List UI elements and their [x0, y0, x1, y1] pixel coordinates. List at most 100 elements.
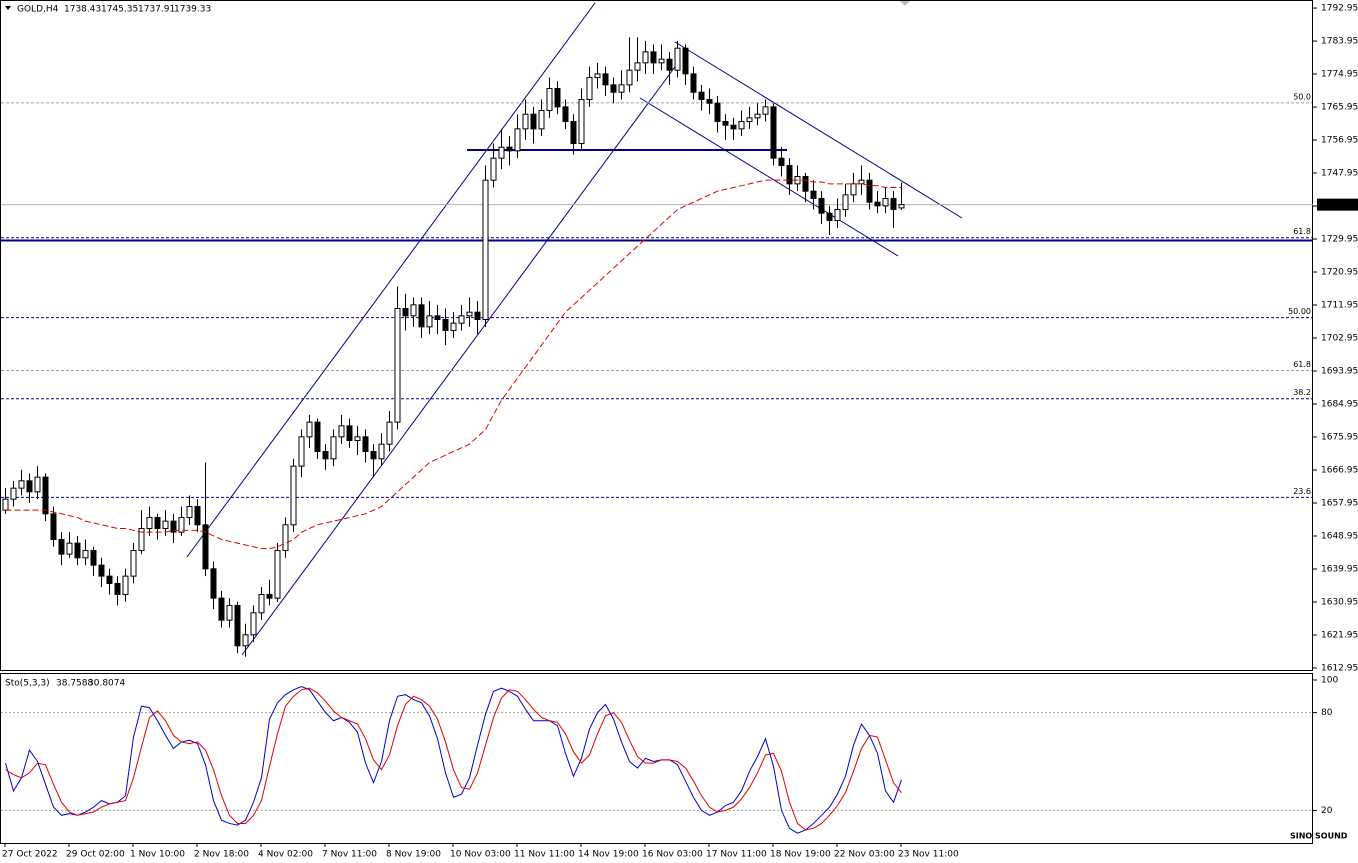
- candle-body: [34, 476, 41, 493]
- candle-body: [770, 106, 777, 159]
- fib-level-label: 61.8: [1293, 227, 1311, 236]
- x-tick-label: 16 Nov 03:00: [642, 850, 703, 860]
- x-tick-label: 17 Nov 11:00: [706, 850, 767, 860]
- candle-body: [890, 198, 897, 211]
- candle-body: [242, 634, 249, 647]
- candle-body: [610, 84, 617, 93]
- candle-body: [282, 524, 289, 551]
- candle-body: [498, 146, 505, 159]
- x-tick-label: 10 Nov 03:00: [450, 850, 511, 860]
- candle-body: [314, 421, 321, 452]
- stoch-y-tick-label: 20: [1321, 806, 1333, 816]
- candle-body: [378, 443, 385, 460]
- candle-body: [114, 582, 121, 595]
- x-tick-label: 22 Nov 03:00: [834, 850, 895, 860]
- candle-body: [226, 604, 233, 621]
- candle-body: [730, 124, 737, 130]
- open-price: 1738.43: [64, 5, 101, 15]
- candle-body: [306, 421, 313, 438]
- symbol: GOLD,H4: [17, 5, 59, 15]
- candle-body: [466, 311, 473, 317]
- candle-body: [882, 198, 889, 207]
- candle-body: [738, 121, 745, 130]
- candle-body: [682, 47, 689, 75]
- candle-body: [250, 612, 257, 636]
- candle-body: [746, 117, 753, 123]
- y-tick-label: 1711.95: [1321, 301, 1358, 311]
- candle-body: [698, 91, 705, 101]
- candle-body: [778, 157, 785, 167]
- x-tick-label: 14 Nov 19:00: [578, 850, 639, 860]
- candle-body: [458, 315, 465, 324]
- candle-body: [90, 549, 97, 566]
- candle-body: [26, 480, 33, 493]
- candle-body: [354, 436, 361, 441]
- stoch-line: [5, 685, 902, 834]
- candle-body: [434, 315, 441, 321]
- candle-body: [450, 322, 457, 332]
- y-tick-label: 1684.95: [1321, 400, 1358, 410]
- candle-body: [818, 198, 825, 214]
- candle-body: [754, 113, 761, 119]
- y-tick-label: 1693.95: [1321, 367, 1358, 377]
- candle-body: [514, 128, 521, 152]
- candle-body: [762, 106, 769, 115]
- candle-body: [322, 450, 329, 460]
- candle-body: [474, 311, 481, 321]
- stoch-y-tick-label: 100: [1321, 676, 1338, 686]
- candle-body: [562, 106, 569, 123]
- candle-body: [162, 520, 169, 529]
- high-price: 1745.35: [101, 5, 138, 15]
- shift-marker: [900, 1, 910, 6]
- channel-line: [241, 59, 681, 656]
- candle-body: [50, 513, 57, 540]
- candle-body: [74, 542, 81, 559]
- y-tick-label: 1747.95: [1321, 169, 1358, 179]
- moving-average: [5, 179, 902, 550]
- candle-body: [826, 212, 833, 222]
- x-tick-label: 18 Nov 19:00: [770, 850, 831, 860]
- candle-body: [626, 69, 633, 86]
- candle-body: [642, 51, 649, 64]
- candle-body: [10, 487, 17, 500]
- y-tick-label: 1666.95: [1321, 466, 1358, 476]
- low-price: 1737.91: [138, 5, 175, 15]
- candle-body: [290, 465, 297, 526]
- candle-body: [538, 110, 545, 130]
- candle-body: [578, 99, 585, 145]
- candle-body: [146, 516, 153, 529]
- candle-body: [66, 542, 73, 555]
- candle-body: [858, 179, 865, 185]
- candle-body: [658, 58, 665, 64]
- current-price-box: [1317, 198, 1358, 211]
- candle-body: [802, 176, 809, 192]
- candle-body: [2, 498, 9, 511]
- candle-body: [266, 593, 273, 599]
- candle-body: [402, 308, 409, 317]
- candle-body: [898, 204, 905, 209]
- fib-level-label: 38.2: [1293, 388, 1311, 397]
- candle-body: [634, 62, 641, 71]
- candle-body: [154, 516, 161, 529]
- candle-body: [706, 99, 713, 104]
- candle-body: [714, 102, 721, 123]
- x-tick-label: 7 Nov 11:00: [322, 850, 377, 860]
- channel-line: [639, 97, 899, 257]
- candle-body: [530, 113, 537, 130]
- candle-body: [490, 157, 497, 181]
- candle-body: [810, 190, 817, 200]
- candle-body: [258, 593, 265, 614]
- main-frame: [0, 0, 1313, 671]
- candle-body: [330, 436, 337, 460]
- y-tick-label: 1621.95: [1321, 630, 1358, 640]
- watermark: SINO SOUND: [1290, 832, 1348, 841]
- x-tick-label: 8 Nov 19:00: [386, 850, 441, 860]
- candle-body: [82, 549, 89, 559]
- x-tick-label: 2 Nov 18:00: [194, 850, 249, 860]
- y-tick-label: 1765.95: [1321, 103, 1358, 113]
- candle-body: [594, 73, 601, 79]
- y-tick-label: 1630.95: [1321, 597, 1358, 607]
- candle-body: [98, 564, 105, 577]
- candle-body: [234, 604, 241, 647]
